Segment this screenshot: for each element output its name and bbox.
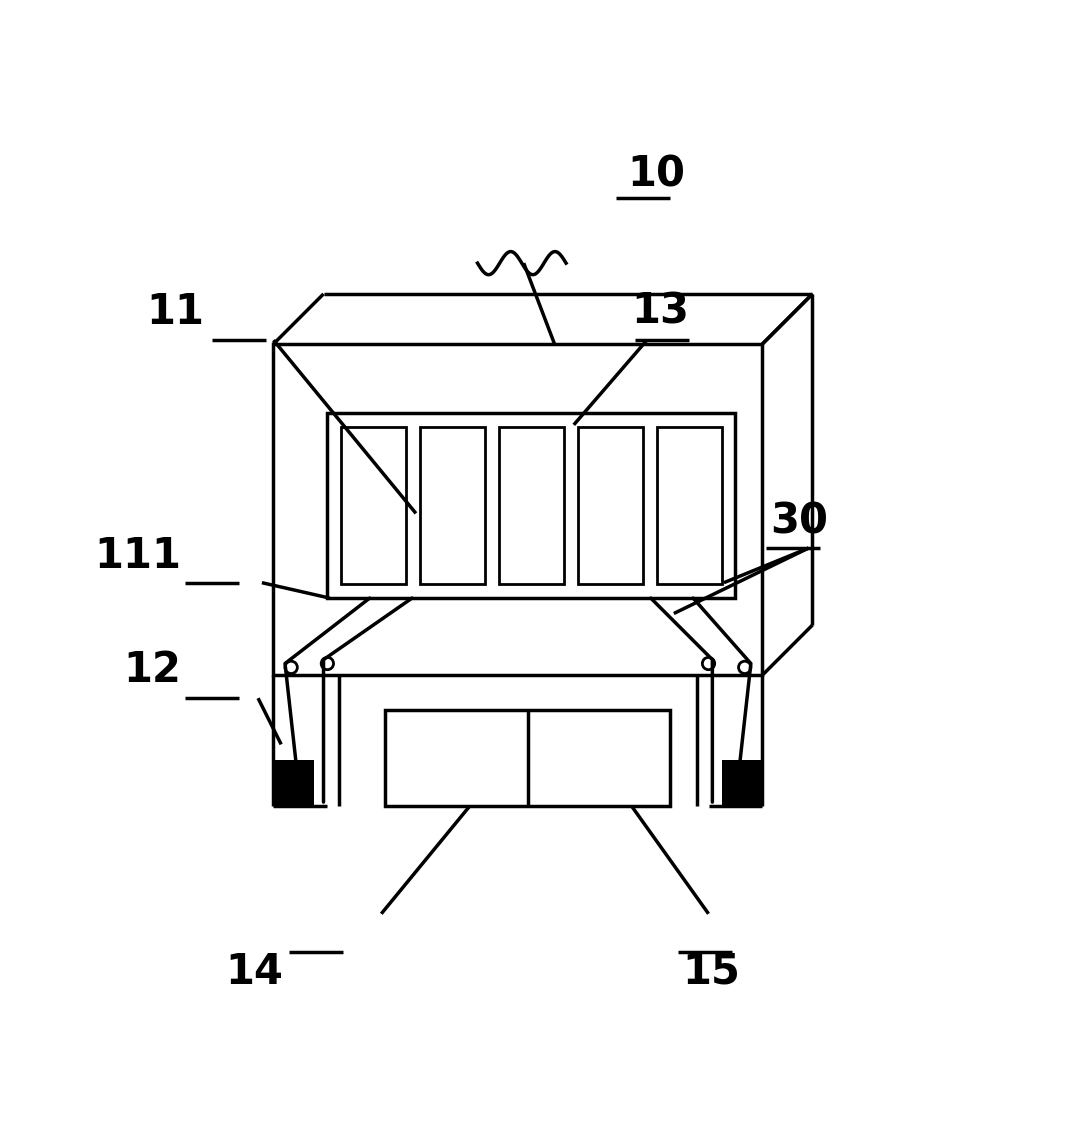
Text: 13: 13 [631,290,690,332]
Bar [275,760,313,806]
Bar [385,710,670,806]
Bar [420,428,485,584]
Bar [342,428,406,584]
Text: 11: 11 [146,290,205,332]
Text: 111: 111 [94,535,181,577]
Text: 10: 10 [628,153,685,195]
Text: 12: 12 [123,649,181,691]
Bar [499,428,564,584]
Text: 14: 14 [225,950,284,992]
Text: 15: 15 [682,950,740,992]
Bar [578,428,643,584]
Bar [722,760,761,806]
Text: 30: 30 [770,500,828,542]
Bar [327,413,735,598]
Bar [273,344,763,675]
Bar [657,428,721,584]
